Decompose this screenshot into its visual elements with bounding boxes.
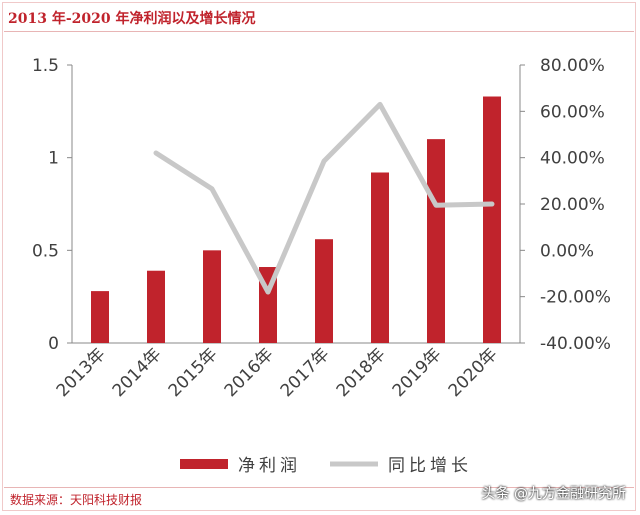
x-tick-label: 2017年	[277, 344, 334, 401]
source-note: 数据来源：天阳科技财报	[10, 493, 143, 507]
bar-net-profit	[315, 239, 333, 343]
right-tick-label: 0.00%	[540, 241, 594, 261]
right-tick-label: 20.00%	[540, 195, 605, 215]
chart-frame	[2, 2, 636, 511]
legend-swatch-net-profit	[180, 459, 228, 469]
bar-net-profit	[91, 291, 109, 343]
x-tick-label: 2013年	[53, 344, 110, 401]
right-tick-label: -40.00%	[540, 334, 611, 354]
x-tick-label: 2015年	[165, 344, 222, 401]
x-tick-label: 2014年	[109, 344, 166, 401]
chart-title: 2013 年-2020 年净利润以及增长情况	[8, 11, 256, 27]
right-tick-label: 80.00%	[540, 56, 605, 76]
bar-net-profit	[203, 250, 221, 343]
bar-net-profit	[371, 172, 389, 343]
source-divider	[4, 487, 634, 488]
bar-net-profit	[483, 96, 501, 343]
left-tick-label: 1.5	[32, 56, 59, 76]
line-yoy-growth	[153, 101, 495, 295]
right-tick-label: 40.00%	[540, 149, 605, 169]
left-tick-label: 1	[48, 149, 59, 169]
legend-label-yoy-growth: 同比增长	[388, 456, 472, 476]
right-tick-label: 60.00%	[540, 102, 605, 122]
x-tick-label: 2020年	[445, 344, 502, 401]
x-tick-label: 2019年	[389, 344, 446, 401]
watermark: 头条 @九方金融研究所	[481, 486, 626, 502]
left-tick-label: 0	[48, 334, 59, 354]
left-tick-label: 0.5	[32, 241, 59, 261]
bar-net-profit	[427, 139, 445, 343]
x-tick-label: 2016年	[221, 344, 278, 401]
legend-label-net-profit: 净利润	[238, 456, 301, 476]
right-tick-label: -20.00%	[540, 288, 611, 308]
title-divider	[4, 31, 634, 32]
x-tick-label: 2018年	[333, 344, 390, 401]
bar-net-profit	[147, 270, 165, 343]
